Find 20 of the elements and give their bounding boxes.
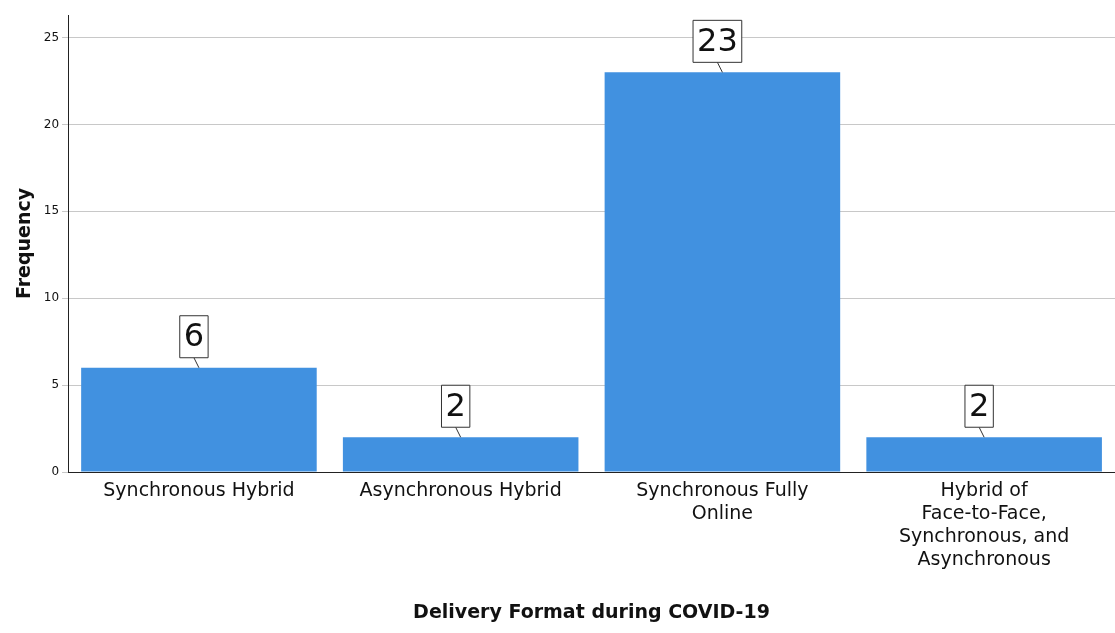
y-tick-label: 25: [43, 29, 60, 44]
y-tick-label: 5: [51, 377, 60, 392]
data-label: 2: [445, 385, 466, 424]
bar: [342, 437, 579, 472]
y-tick-label: 15: [43, 203, 60, 218]
bar: [866, 437, 1102, 472]
x-tick-label: Hybrid of Face-to-Face, Synchronous, and Asynchronous: [898, 478, 1070, 569]
data-label: 23: [697, 20, 738, 59]
x-tick-label: Synchronous Hybrid: [103, 478, 295, 501]
x-tick-label: Synchronous Fully Online: [636, 478, 809, 524]
y-axis-title: Frequency: [12, 187, 35, 300]
x-axis-title: Delivery Format during COVID-19: [413, 599, 770, 622]
data-label: 2: [968, 385, 990, 424]
bar: [81, 367, 317, 472]
x-tick-label: Asynchronous Hybrid: [359, 478, 562, 501]
data-label: 6: [183, 316, 205, 355]
y-tick-label: 10: [43, 290, 60, 305]
bar: [604, 72, 841, 472]
y-tick-label: 0: [51, 464, 60, 479]
y-tick-label: 20: [43, 116, 60, 131]
